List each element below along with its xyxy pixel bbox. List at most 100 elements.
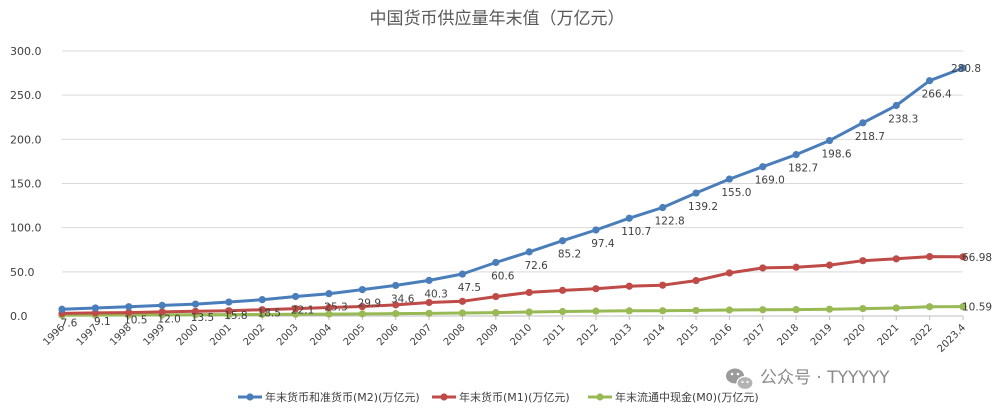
x-tick-label: 2006 xyxy=(375,322,401,348)
legend-label: 年末流通中现金(M0)(万亿元) xyxy=(615,390,759,404)
data-point xyxy=(492,292,500,301)
data-point xyxy=(358,285,366,294)
data-point xyxy=(859,304,867,313)
data-point xyxy=(392,301,400,309)
x-tick-label: 2019 xyxy=(809,322,835,348)
data-point xyxy=(325,310,333,318)
data-label-m2: 155.0 xyxy=(721,187,751,199)
series-2 xyxy=(58,303,967,319)
data-point xyxy=(926,77,934,85)
x-tick-label: 2010 xyxy=(509,322,535,348)
data-point xyxy=(525,288,533,297)
x-tick-label: 2023.4 xyxy=(936,322,969,355)
series-0 xyxy=(58,64,967,313)
x-tick-label: 2014 xyxy=(642,322,668,348)
legend-item-2[interactable]: 年末流通中现金(M0)(万亿元) xyxy=(588,390,759,404)
data-point xyxy=(558,237,567,245)
data-label-m2: 110.7 xyxy=(621,226,651,238)
series-line xyxy=(60,66,965,311)
data-point xyxy=(425,298,433,307)
watermark-text: 公众号 · TYYYYY xyxy=(760,368,890,388)
data-label-m2: 169.0 xyxy=(755,175,785,187)
data-point xyxy=(625,307,633,315)
legend-marker xyxy=(596,393,604,401)
y-axis-ticks: 0.0 50.0 100.0 150.0 200.0 250.0 300.0 xyxy=(10,45,42,323)
data-point xyxy=(692,189,700,197)
data-point xyxy=(358,310,366,318)
y-tick-label: 300.0 xyxy=(10,45,42,58)
legend-marker xyxy=(246,393,254,401)
data-point xyxy=(91,304,99,312)
series-line xyxy=(60,255,965,315)
data-point xyxy=(291,292,300,301)
data-label-m2: 25.3 xyxy=(324,302,347,314)
data-point xyxy=(125,308,133,317)
data-point xyxy=(392,310,400,318)
x-tick-label: 2016 xyxy=(709,322,735,348)
x-tick-label: 2005 xyxy=(342,322,368,348)
x-tick-label: 2002 xyxy=(242,322,268,348)
series-1 xyxy=(58,253,967,318)
data-point xyxy=(425,309,433,317)
data-point xyxy=(892,101,900,110)
data-point xyxy=(659,281,667,289)
data-point xyxy=(125,303,133,311)
data-point xyxy=(859,257,867,265)
data-point xyxy=(759,264,767,272)
data-point xyxy=(492,258,500,267)
data-point xyxy=(725,175,734,183)
data-labels: 7.6 9.1 10.5 12.0 13.5 15.8 18.5 22.1 25.3 29.9 34… xyxy=(61,63,992,329)
data-point xyxy=(592,226,600,234)
data-point xyxy=(659,307,667,315)
y-tick-label: 150.0 xyxy=(10,178,42,191)
legend[interactable]: 年末货币和准货币(M2)(万亿元) 年末货币(M1)(万亿元) 年末流通中现金(M0… xyxy=(238,390,759,404)
data-point xyxy=(58,305,66,313)
x-tick-label: 2009 xyxy=(475,322,501,348)
data-label-m2: 218.7 xyxy=(855,131,885,143)
data-point xyxy=(892,304,900,312)
legend-item-1[interactable]: 年末货币(M1)(万亿元) xyxy=(432,390,570,404)
data-point xyxy=(258,306,266,314)
data-point xyxy=(158,308,166,316)
data-point xyxy=(792,151,800,159)
x-tick-label: 2022 xyxy=(909,322,935,348)
x-tick-label: 2008 xyxy=(442,322,468,348)
data-point xyxy=(492,309,500,317)
data-label-m2: 34.6 xyxy=(391,293,415,305)
data-point xyxy=(692,306,700,315)
watermark: 公众号 · TYYYYY xyxy=(726,368,890,391)
y-tick-label: 200.0 xyxy=(10,133,42,146)
data-label-m2: 122.8 xyxy=(655,216,685,228)
data-point xyxy=(625,214,633,222)
data-point xyxy=(458,309,467,317)
data-point xyxy=(191,300,200,308)
data-label-m2: 60.6 xyxy=(491,270,515,282)
data-point xyxy=(926,303,934,311)
data-point xyxy=(225,298,233,306)
legend-item-0[interactable]: 年末货币和准货币(M2)(万亿元) xyxy=(238,390,420,404)
data-point xyxy=(825,136,834,145)
data-point xyxy=(558,286,567,294)
data-point xyxy=(792,263,800,271)
x-tick-label: 2017 xyxy=(742,322,768,348)
data-point xyxy=(291,310,300,318)
data-point xyxy=(91,309,99,317)
data-point xyxy=(191,307,200,315)
data-label-m2: 40.3 xyxy=(424,288,447,300)
x-tick-label: 2001 xyxy=(208,322,234,348)
data-point xyxy=(158,301,166,309)
data-label-m2: 85.2 xyxy=(558,249,581,261)
x-tick-label: 2021 xyxy=(876,322,902,348)
data-label-m2: 13.5 xyxy=(191,312,214,324)
data-point xyxy=(291,304,300,313)
data-point xyxy=(959,303,967,311)
data-label-m2: 182.7 xyxy=(788,163,818,175)
data-label-m2: 29.9 xyxy=(358,298,381,310)
y-tick-label: 250.0 xyxy=(10,89,42,102)
data-point xyxy=(558,307,567,316)
data-label-m2: 238.3 xyxy=(888,114,918,126)
legend-marker xyxy=(440,393,448,401)
x-tick-label: 2015 xyxy=(675,322,701,348)
data-point xyxy=(225,307,233,315)
